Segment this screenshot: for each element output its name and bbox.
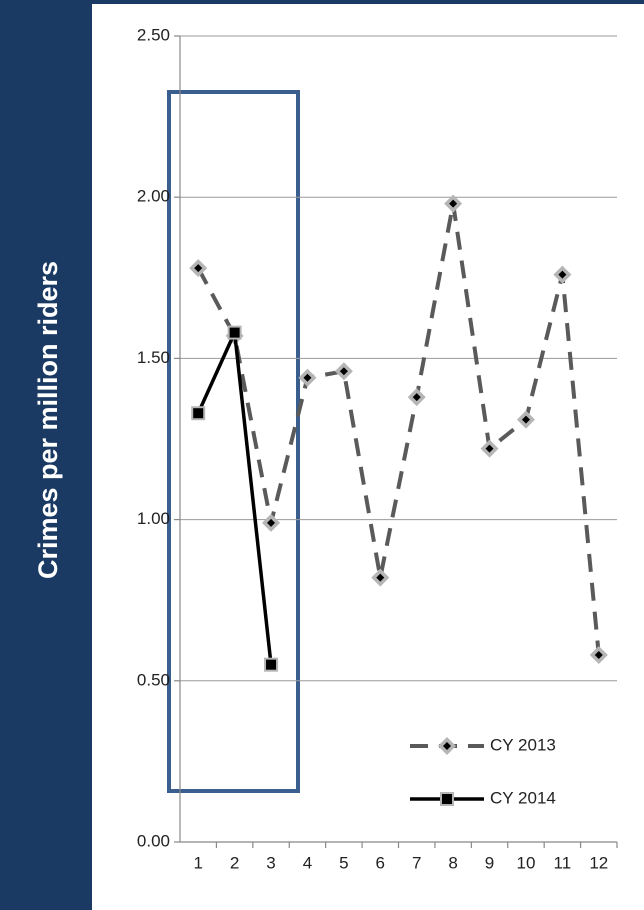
marker [407, 388, 426, 407]
side-band [0, 0, 92, 910]
marker-inner [521, 415, 530, 424]
x-tick-label: 8 [448, 853, 457, 872]
x-tick-label: 9 [485, 853, 494, 872]
marker [227, 325, 242, 340]
x-tick-label: 7 [412, 853, 421, 872]
legend-marker [440, 792, 454, 806]
marker-inner [376, 573, 385, 582]
x-tick-label: 10 [516, 853, 535, 872]
highlight-box [167, 90, 300, 793]
marker-inner [267, 518, 276, 527]
marker [516, 410, 535, 429]
marker-inner [442, 794, 452, 804]
series-line [196, 203, 601, 656]
marker [553, 265, 572, 284]
x-tick-label: 3 [266, 853, 275, 872]
y-tick-label: 0.00 [137, 831, 170, 850]
marker [298, 368, 317, 387]
x-tick-label: 5 [339, 853, 348, 872]
marker [189, 259, 208, 278]
marker-inner [303, 373, 312, 382]
x-tick-label: 4 [303, 853, 312, 872]
marker-inner [194, 264, 203, 273]
x-tick-label: 1 [193, 853, 202, 872]
y-tick-label: 2.00 [137, 187, 170, 206]
marker-inner [229, 327, 240, 338]
top-band [0, 0, 644, 4]
y-tick-label: 0.50 [137, 670, 170, 689]
x-tick-label: 11 [554, 853, 572, 872]
x-tick-label: 2 [230, 853, 239, 872]
legend-label: CY 2014 [490, 788, 556, 807]
y-axis-label: Crimes per million riders [33, 261, 63, 579]
x-tick-label: 12 [589, 853, 608, 872]
marker [334, 362, 353, 381]
marker-inner [485, 444, 494, 453]
marker [191, 406, 206, 421]
legend-label: CY 2013 [490, 735, 556, 754]
x-tick-label: 6 [376, 853, 385, 872]
marker [371, 568, 390, 587]
marker [480, 439, 499, 458]
marker-inner [412, 393, 421, 402]
marker-inner [449, 199, 458, 208]
marker [262, 513, 281, 532]
marker-inner [594, 651, 603, 660]
marker-inner [193, 408, 204, 419]
marker-inner [558, 270, 567, 279]
y-tick-label: 2.50 [137, 25, 170, 44]
legend-marker [438, 737, 456, 755]
marker [589, 646, 608, 665]
marker-inner [443, 742, 451, 750]
y-tick-label: 1.50 [137, 348, 170, 367]
y-tick-label: 1.00 [137, 509, 170, 528]
marker-inner [339, 367, 348, 376]
marker [444, 194, 463, 213]
marker [264, 657, 279, 672]
marker-inner [266, 659, 277, 670]
